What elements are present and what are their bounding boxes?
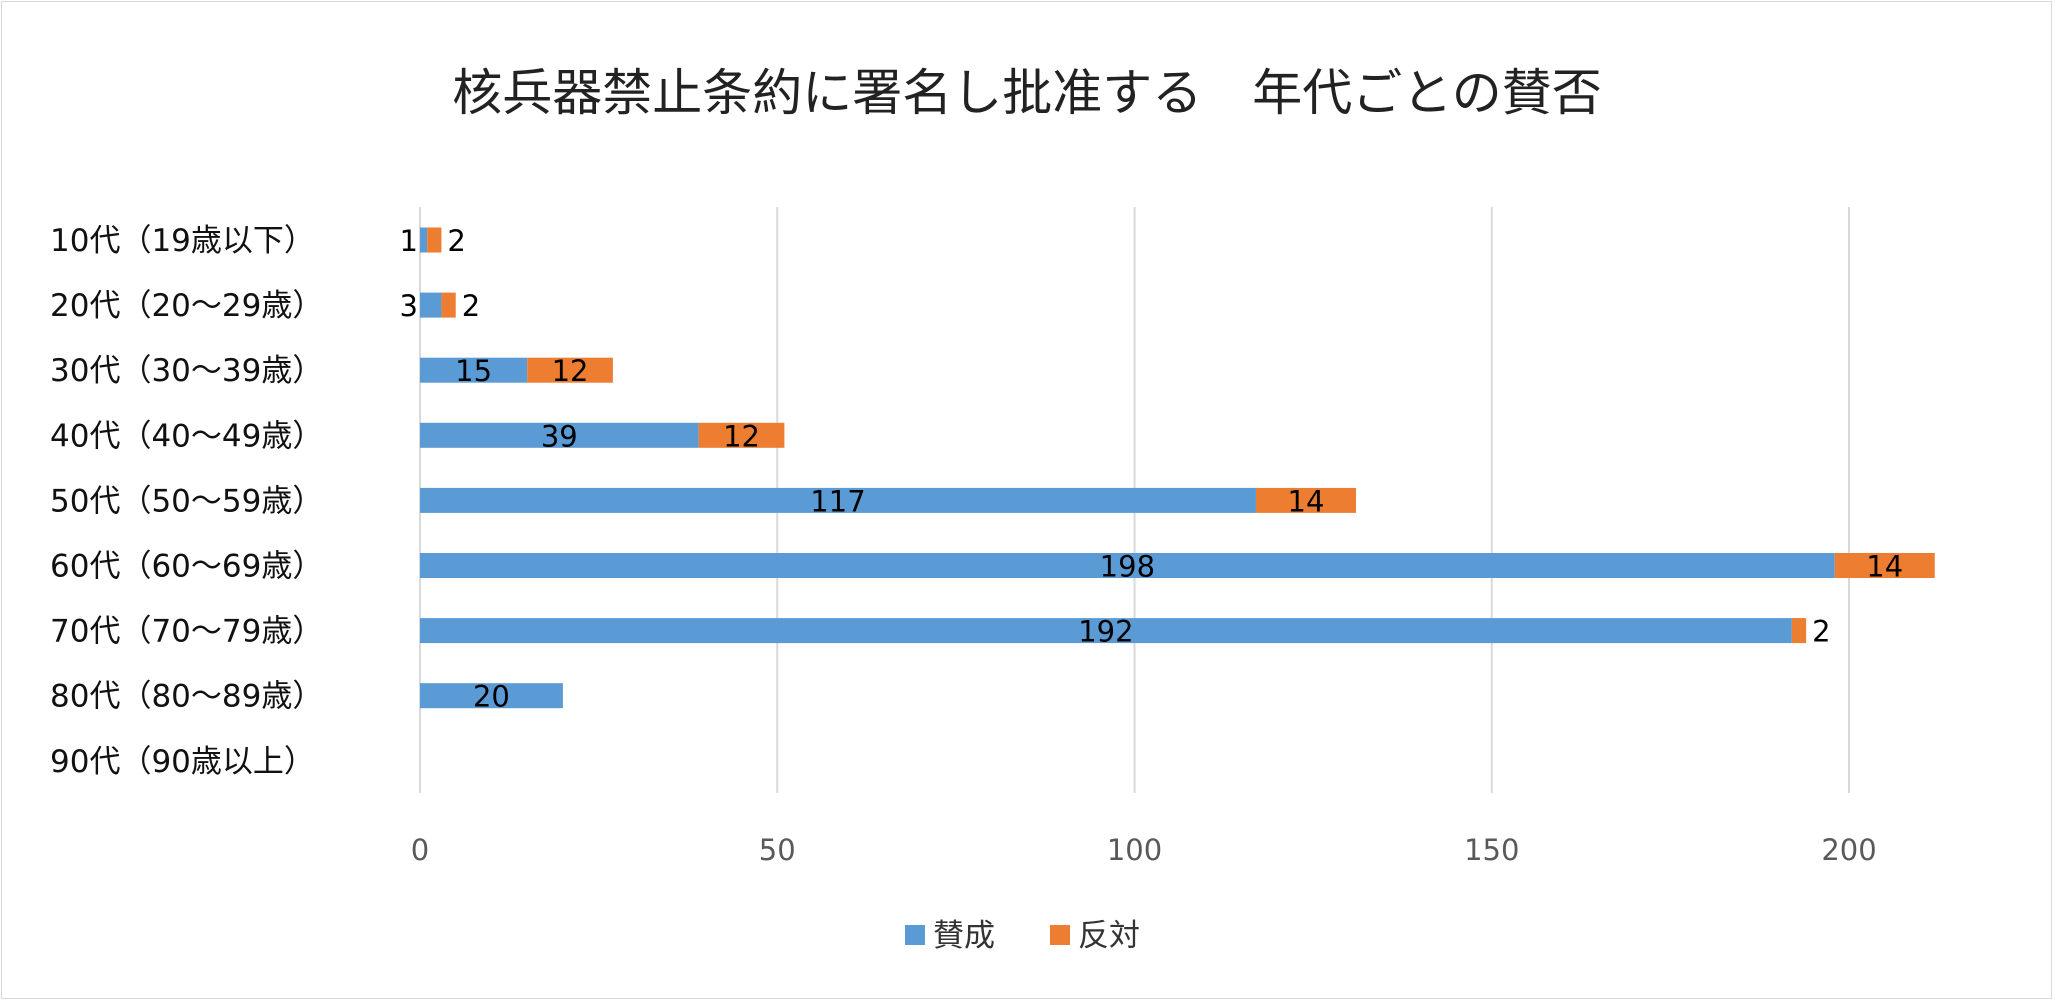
bar-approve bbox=[420, 553, 1835, 578]
data-label: 14 bbox=[1288, 484, 1325, 518]
bar-oppose bbox=[1255, 487, 1356, 513]
bar-approve bbox=[420, 618, 1792, 644]
data-label: 192 bbox=[1078, 615, 1133, 649]
x-tick-label: 50 bbox=[759, 833, 796, 867]
y-category-label: 50代（50〜59歳） bbox=[50, 483, 323, 519]
legend-swatch-oppose bbox=[1050, 925, 1070, 945]
data-label: 12 bbox=[552, 354, 589, 388]
x-tick-label: 150 bbox=[1464, 833, 1519, 867]
bar-approve bbox=[420, 357, 528, 383]
data-label: 198 bbox=[1100, 550, 1155, 584]
bar-oppose bbox=[441, 292, 456, 318]
data-label: 117 bbox=[810, 484, 865, 518]
bar-oppose bbox=[698, 422, 785, 448]
data-label: 14 bbox=[1866, 550, 1903, 584]
x-tick-label: 100 bbox=[1107, 833, 1162, 867]
chart-title: 核兵器禁止条約に署名し批准する 年代ごとの賛否 bbox=[452, 64, 1602, 122]
legend-label: 賛成 bbox=[933, 918, 995, 954]
y-category-label: 40代（40〜49歳） bbox=[50, 418, 323, 454]
bar-oppose bbox=[427, 227, 442, 253]
bar-oppose bbox=[1791, 618, 1807, 644]
legend-swatch-approve bbox=[905, 925, 925, 945]
bar-oppose bbox=[527, 357, 613, 383]
bar-approve bbox=[420, 487, 1256, 513]
bar-approve bbox=[420, 292, 442, 318]
bar-approve bbox=[420, 683, 563, 709]
data-label: 3 bbox=[400, 289, 418, 323]
bar-approve bbox=[420, 422, 699, 448]
legend-label: 反対 bbox=[1078, 918, 1140, 954]
data-label: 1 bbox=[400, 224, 418, 258]
y-category-label: 10代（19歳以下） bbox=[50, 223, 315, 259]
y-category-label: 20代（20〜29歳） bbox=[50, 288, 323, 324]
data-label: 2 bbox=[462, 289, 480, 323]
bar-approve bbox=[420, 227, 428, 253]
data-label: 2 bbox=[1812, 615, 1830, 649]
data-label: 39 bbox=[541, 419, 578, 453]
data-label: 2 bbox=[447, 224, 465, 258]
data-label: 12 bbox=[723, 419, 760, 453]
y-category-label: 90代（90歳以上） bbox=[50, 744, 315, 780]
x-tick-label: 200 bbox=[1821, 833, 1876, 867]
y-category-label: 70代（70〜79歳） bbox=[50, 614, 323, 650]
y-category-label: 60代（60〜69歳） bbox=[50, 549, 323, 585]
data-label: 15 bbox=[455, 354, 492, 388]
y-category-label: 30代（30〜39歳） bbox=[50, 353, 323, 389]
y-category-label: 80代（80〜89歳） bbox=[50, 679, 323, 715]
data-label: 20 bbox=[473, 680, 510, 714]
x-tick-label: 0 bbox=[411, 833, 429, 867]
bar-oppose bbox=[1834, 553, 1935, 578]
